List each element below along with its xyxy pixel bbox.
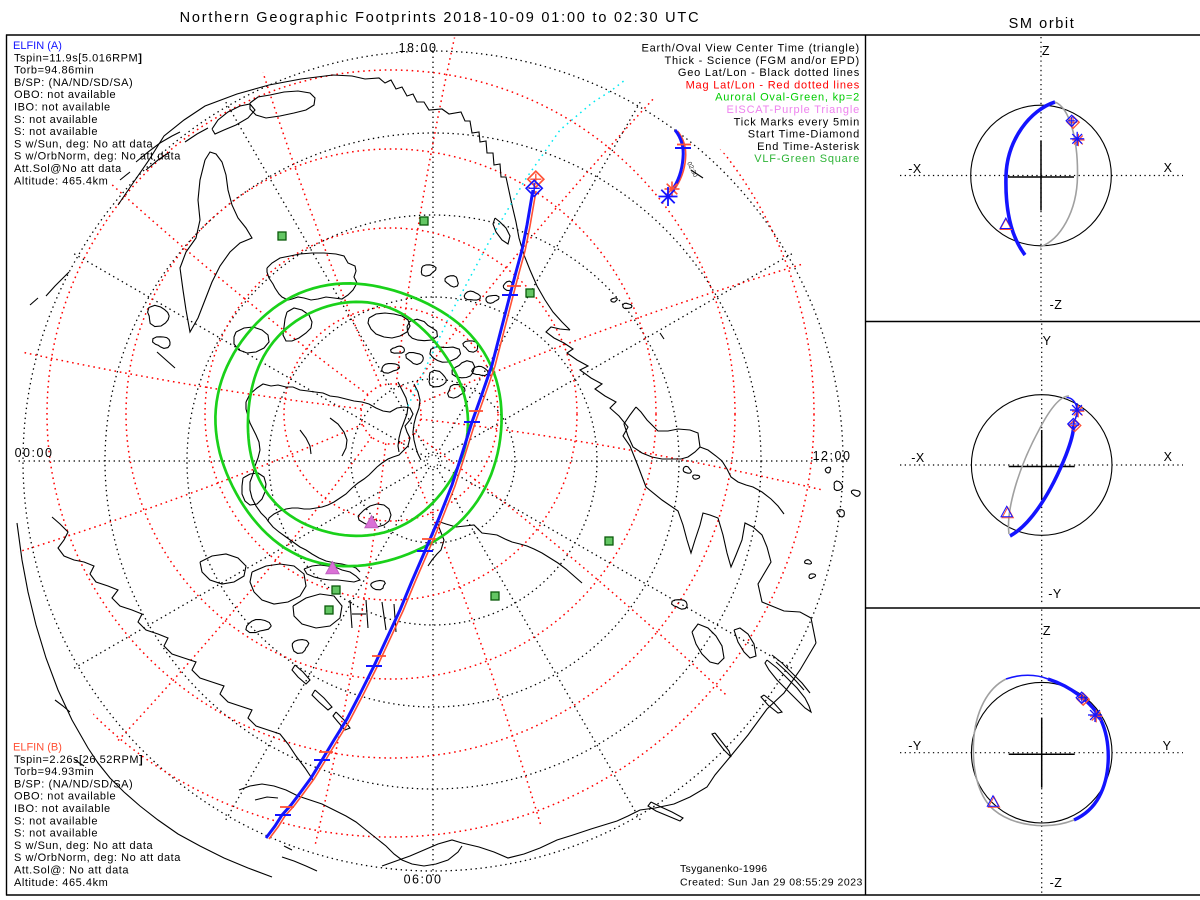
svg-text:Torb=94.86min: Torb=94.86min [14,65,94,77]
svg-text:B/SP: (NA/ND/SD/SA): B/SP: (NA/ND/SD/SA) [14,778,133,790]
svg-text:Z: Z [1043,624,1051,638]
svg-text:Auroral Oval-Green, kp=2: Auroral Oval-Green, kp=2 [715,92,860,104]
svg-text:Y: Y [1043,334,1052,348]
svg-text:Northern Geographic Footprints: Northern Geographic Footprints 2018-10-0… [180,10,701,26]
svg-text:S: not available: S: not available [14,828,98,840]
svg-text:ELFIN (A): ELFIN (A) [13,40,62,52]
svg-text:S: not available: S: not available [14,114,98,126]
svg-text:OBO: not available: OBO: not available [14,89,116,101]
svg-text:X: X [1164,450,1173,464]
svg-text:End Time-Asterisk: End Time-Asterisk [757,141,860,153]
svg-text:-X: -X [908,162,922,176]
svg-text:S w/Sun, deg: No att data: S w/Sun, deg: No att data [14,840,153,852]
svg-text:X: X [1164,161,1173,175]
svg-text:-Y: -Y [908,739,922,753]
svg-text:18:00: 18:00 [399,41,438,55]
svg-text:06:00: 06:00 [404,873,443,887]
svg-text:S w/OrbNorm, deg: No att data: S w/OrbNorm, deg: No att data [14,852,181,864]
svg-text:Z: Z [1042,44,1050,58]
svg-text:EISCAT-Purple Triangle: EISCAT-Purple Triangle [726,104,860,116]
svg-text:Geo Lat/Lon - Black dotted lin: Geo Lat/Lon - Black dotted lines [678,67,860,79]
svg-text:12:00: 12:00 [813,449,852,463]
svg-text:Altitude: 465.4km: Altitude: 465.4km [14,175,108,187]
svg-text:Created: Sun Jan 29 08:55:29 2: Created: Sun Jan 29 08:55:29 2023 [680,877,863,889]
svg-text:IBO: not available: IBO: not available [14,102,111,114]
svg-text:Torb=94.93min: Torb=94.93min [14,766,94,778]
svg-text:S: not available: S: not available [14,815,98,827]
svg-text:OBO: not available: OBO: not available [14,791,116,803]
svg-text:-Z: -Z [1050,298,1063,312]
svg-text:Start Time-Diamond: Start Time-Diamond [748,129,860,141]
svg-text:VLF-Green Square: VLF-Green Square [754,153,860,165]
svg-text:SM orbit: SM orbit [1009,16,1076,32]
svg-text:-X: -X [911,451,925,465]
svg-text:-Z: -Z [1050,876,1063,890]
svg-text:Mag Lat/Lon - Red dotted lines: Mag Lat/Lon - Red dotted lines [686,79,860,91]
svg-text:S w/Sun, deg: No att data: S w/Sun, deg: No att data [14,138,153,150]
svg-text:ELFIN (B): ELFIN (B) [13,742,62,754]
svg-text:Tspin=11.9s[5.016RPM]: Tspin=11.9s[5.016RPM] [14,52,142,64]
svg-text:Att.Sol@: No att data: Att.Sol@: No att data [14,865,129,877]
svg-text:S w/OrbNorm, deg: No att data: S w/OrbNorm, deg: No att data [14,151,181,163]
svg-text:Att.Sol@No att data: Att.Sol@No att data [14,163,122,175]
svg-text:IBO: not available: IBO: not available [14,803,111,815]
svg-text:00:00: 00:00 [15,446,54,460]
svg-text:Tsyganenko-1996: Tsyganenko-1996 [680,863,767,875]
svg-text:B/SP: (NA/ND/SD/SA): B/SP: (NA/ND/SD/SA) [14,77,133,89]
svg-text:Altitude: 465.4km: Altitude: 465.4km [14,877,108,889]
svg-text:-Y: -Y [1048,587,1062,601]
svg-text:S: not available: S: not available [14,126,98,138]
svg-text:Y: Y [1163,739,1172,753]
svg-text:Tick Marks every 5min: Tick Marks every 5min [734,116,860,128]
svg-text:Thick - Science (FGM and/or EP: Thick - Science (FGM and/or EPD) [664,55,860,67]
svg-text:Tspin=2.26s[26.52RPM]: Tspin=2.26s[26.52RPM] [14,754,143,766]
svg-text:Earth/Oval View Center Time (t: Earth/Oval View Center Time (triangle) [642,43,861,55]
